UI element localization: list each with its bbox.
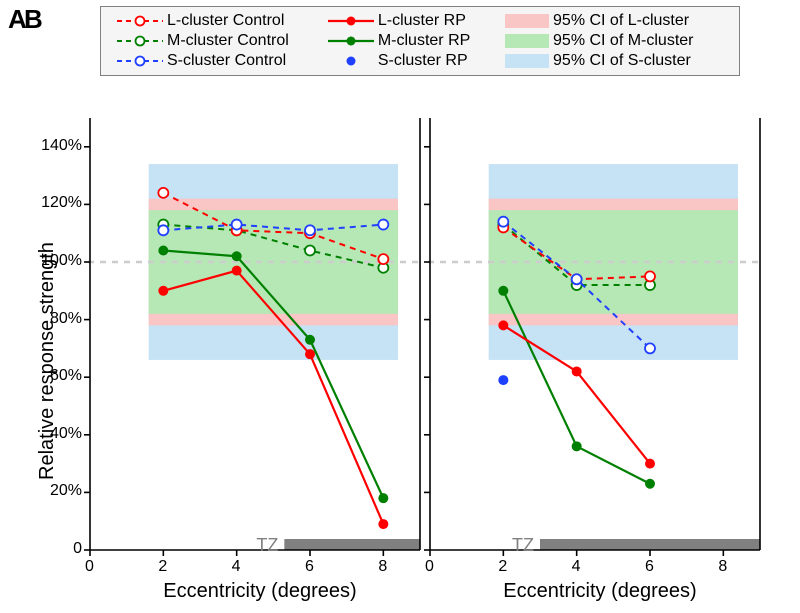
legend-s-ci: 95% CI of S-cluster bbox=[499, 51, 729, 71]
tz-label: TZ bbox=[512, 535, 534, 556]
y-tick-label: 40% bbox=[36, 425, 82, 443]
y-axis-label: Relative response strength bbox=[36, 242, 59, 480]
legend-label: M-cluster Control bbox=[167, 32, 289, 49]
legend-label: 95% CI of M-cluster bbox=[553, 32, 693, 49]
y-tick-label: 140% bbox=[36, 137, 82, 155]
x-tick-label: 0 bbox=[425, 558, 434, 576]
y-tick-label: 80% bbox=[36, 310, 82, 328]
y-tick-label: 120% bbox=[36, 194, 82, 212]
legend-label: S-cluster Control bbox=[167, 52, 286, 69]
legend-label: M-cluster RP bbox=[378, 32, 470, 49]
plot-panel-a: TZ02468020%40%60%80%100%120%140% bbox=[90, 118, 420, 550]
y-tick-label: 60% bbox=[36, 367, 82, 385]
legend-label: 95% CI of S-cluster bbox=[553, 52, 691, 69]
x-axis-label-b: Eccentricity (degrees) bbox=[490, 580, 710, 603]
panel-label-b: B bbox=[24, 4, 43, 35]
legend-l-rp: L-cluster RP bbox=[322, 11, 499, 31]
x-tick-label: 4 bbox=[572, 558, 581, 576]
x-tick-label: 6 bbox=[645, 558, 654, 576]
x-tick-label: 8 bbox=[378, 558, 387, 576]
y-tick-label: 100% bbox=[36, 252, 82, 270]
legend-box: L-cluster Control L-cluster RP 95% CI of… bbox=[100, 6, 740, 76]
x-axis-label-a: Eccentricity (degrees) bbox=[150, 580, 370, 603]
x-tick-label: 2 bbox=[158, 558, 167, 576]
y-tick-label: 0 bbox=[36, 540, 82, 558]
legend-label: L-cluster RP bbox=[378, 12, 466, 29]
legend-l-ci: 95% CI of L-cluster bbox=[499, 11, 729, 31]
legend-label: S-cluster RP bbox=[378, 52, 468, 69]
y-tick-label: 20% bbox=[36, 482, 82, 500]
legend-label: 95% CI of L-cluster bbox=[553, 12, 689, 29]
x-tick-label: 0 bbox=[85, 558, 94, 576]
legend-l-control: L-cluster Control bbox=[111, 11, 322, 31]
legend-label: L-cluster Control bbox=[167, 12, 284, 29]
x-tick-label: 8 bbox=[718, 558, 727, 576]
legend-s-rp: S-cluster RP bbox=[322, 51, 499, 71]
x-tick-label: 6 bbox=[305, 558, 314, 576]
legend-s-control: S-cluster Control bbox=[111, 51, 322, 71]
x-tick-label: 4 bbox=[232, 558, 241, 576]
legend-m-control: M-cluster Control bbox=[111, 31, 322, 51]
plot-panel-b: TZ02468 bbox=[430, 118, 760, 550]
chart-root: { "panel_label_A": "A", "panel_label_B":… bbox=[0, 0, 800, 613]
legend-m-ci: 95% CI of M-cluster bbox=[499, 31, 729, 51]
x-tick-label: 2 bbox=[498, 558, 507, 576]
tz-label: TZ bbox=[256, 535, 278, 556]
legend-m-rp: M-cluster RP bbox=[322, 31, 499, 51]
